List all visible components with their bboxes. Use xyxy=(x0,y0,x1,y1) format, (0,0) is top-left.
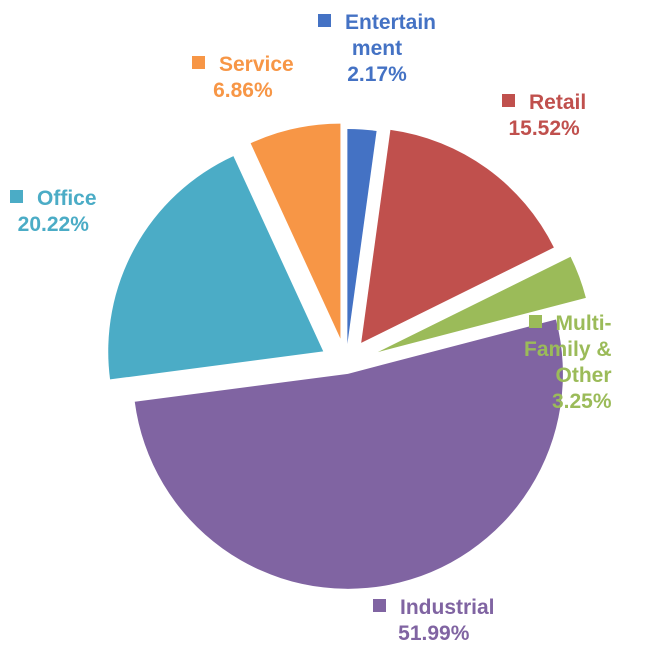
label-line: Multi- xyxy=(555,312,612,335)
label-line: Entertain xyxy=(345,11,437,34)
slice-label-entertainment: Entertain ment 2.17% xyxy=(318,10,436,88)
label-line: Service xyxy=(219,53,294,76)
legend-swatch-industrial xyxy=(373,599,386,612)
percent-label: 20.22% xyxy=(17,213,89,236)
slice-label-office: Office 20.22% xyxy=(10,186,97,238)
pie-slice-office xyxy=(108,156,324,380)
label-line: Retail xyxy=(529,91,587,114)
legend-swatch-entertainment xyxy=(318,14,331,27)
pie-slice-service xyxy=(250,123,341,339)
pie-slice-entertainment xyxy=(347,129,377,345)
pie-slice-retail xyxy=(361,129,554,343)
pie-slice-industrial xyxy=(134,319,563,589)
slice-label-service: Service 6.86% xyxy=(192,52,294,104)
label-line: Other xyxy=(555,364,612,387)
pie-slice-multi-family-other xyxy=(377,256,586,353)
slice-label-retail: Retail 15.52% xyxy=(502,90,586,142)
label-line: ment xyxy=(351,37,403,60)
percent-label: 51.99% xyxy=(398,622,470,645)
legend-swatch-retail xyxy=(502,94,515,107)
label-line: Industrial xyxy=(400,596,495,619)
slice-label-industrial: Industrial 51.99% xyxy=(373,595,495,647)
label-line: Family & xyxy=(524,338,612,361)
label-line: Office xyxy=(37,187,97,210)
percent-label: 2.17% xyxy=(347,63,407,86)
legend-swatch-office xyxy=(10,190,23,203)
slice-label-multi-family: Multi- Family & Other 3.25% xyxy=(524,311,612,415)
percent-label: 6.86% xyxy=(213,79,273,102)
percent-label: 15.52% xyxy=(508,117,580,140)
legend-swatch-multi-family xyxy=(528,315,542,328)
percent-label: 3.25% xyxy=(551,390,612,413)
legend-swatch-service xyxy=(192,56,205,69)
